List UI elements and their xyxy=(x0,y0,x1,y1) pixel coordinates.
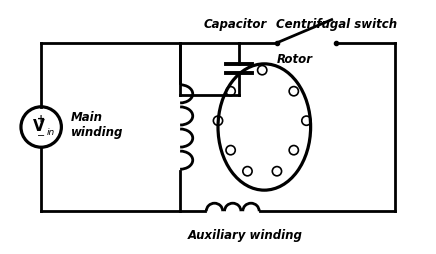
Text: in: in xyxy=(46,128,54,137)
Text: Main
winding: Main winding xyxy=(71,111,123,139)
Text: Auxiliary winding: Auxiliary winding xyxy=(188,229,303,242)
Text: Centrifugal switch: Centrifugal switch xyxy=(276,18,397,31)
Text: $\mathbf{V}$: $\mathbf{V}$ xyxy=(32,118,46,134)
Text: −: − xyxy=(37,131,45,141)
Text: Rotor: Rotor xyxy=(277,53,313,66)
Text: +: + xyxy=(37,114,45,124)
Text: Capacitor: Capacitor xyxy=(203,18,266,31)
